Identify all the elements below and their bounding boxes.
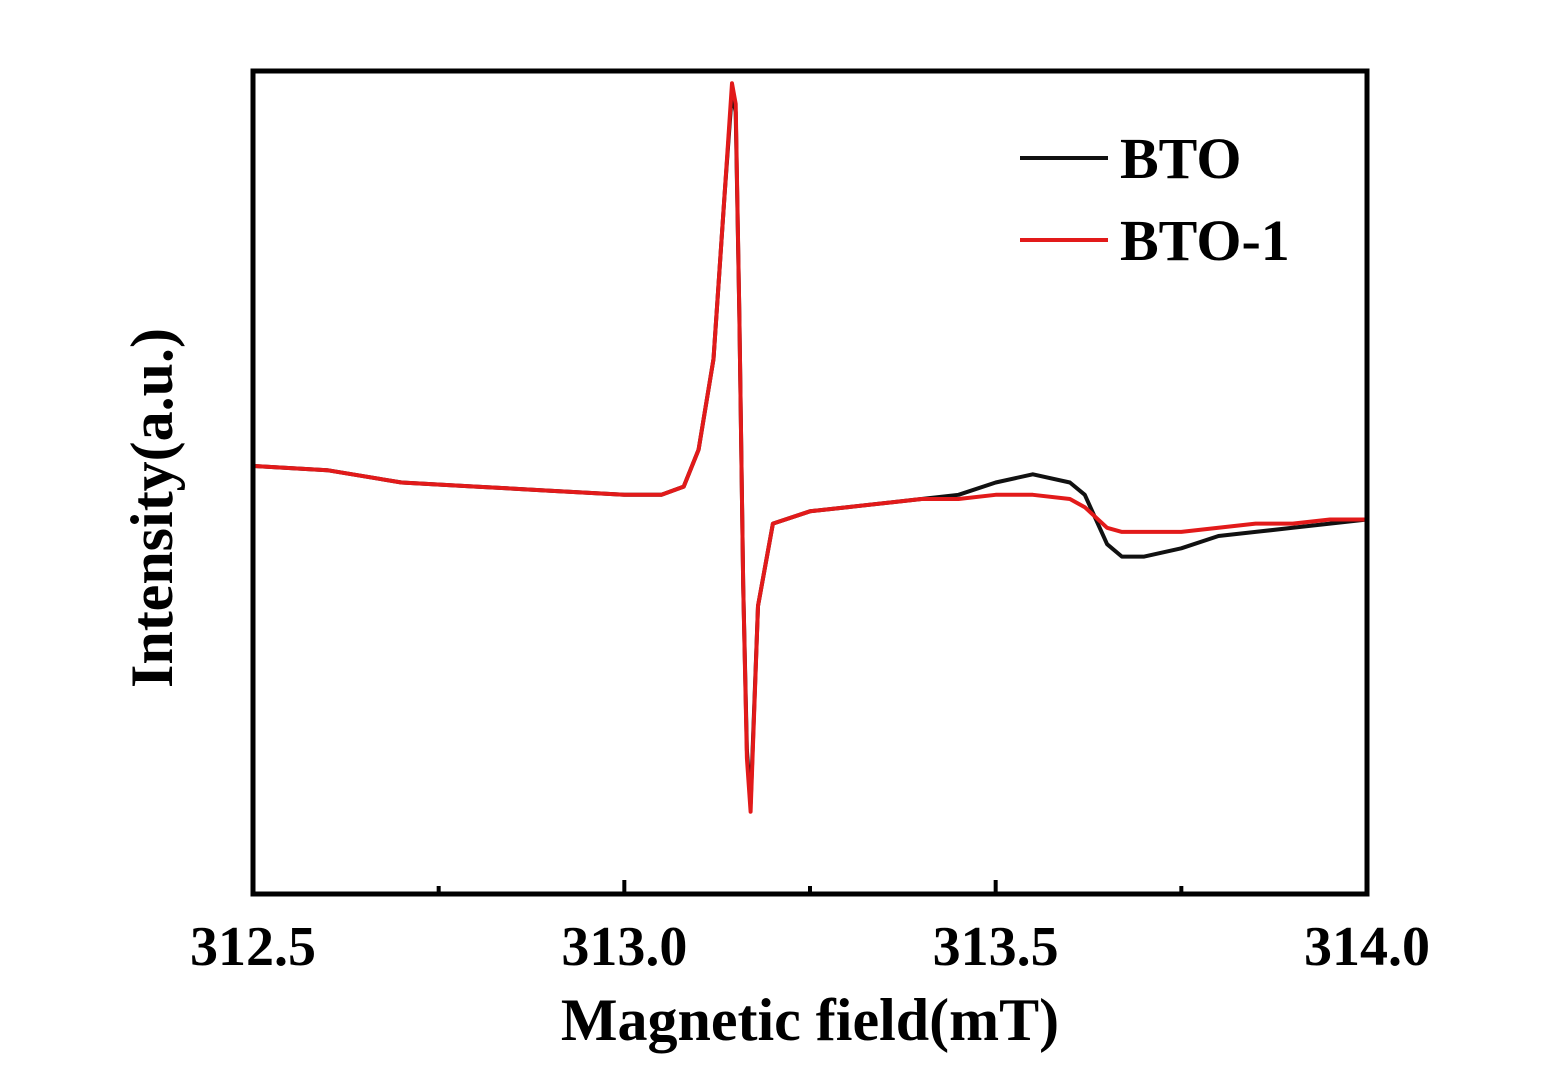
legend: BTO BTO-1 (1020, 126, 1290, 273)
x-tick-label: 313.5 (933, 916, 1059, 978)
x-axis-title: Magnetic field(mT) (561, 987, 1059, 1053)
x-tick-label: 314.0 (1304, 916, 1430, 978)
x-ticks (251, 880, 1369, 894)
series-line-2 (252, 81, 1367, 814)
y-axis-title: Intensity(a.u.) (119, 328, 185, 688)
legend-label-1: BTO (1120, 126, 1241, 191)
x-tick-label: 312.5 (190, 916, 316, 978)
x-tick-label: 313.0 (561, 916, 687, 978)
x-tick-labels: 312.5 313.0 313.5 314.0 (190, 916, 1430, 978)
legend-label-2: BTO-1 (1120, 208, 1290, 273)
series-line-1 (252, 89, 1368, 806)
plot-lines (252, 81, 1368, 814)
